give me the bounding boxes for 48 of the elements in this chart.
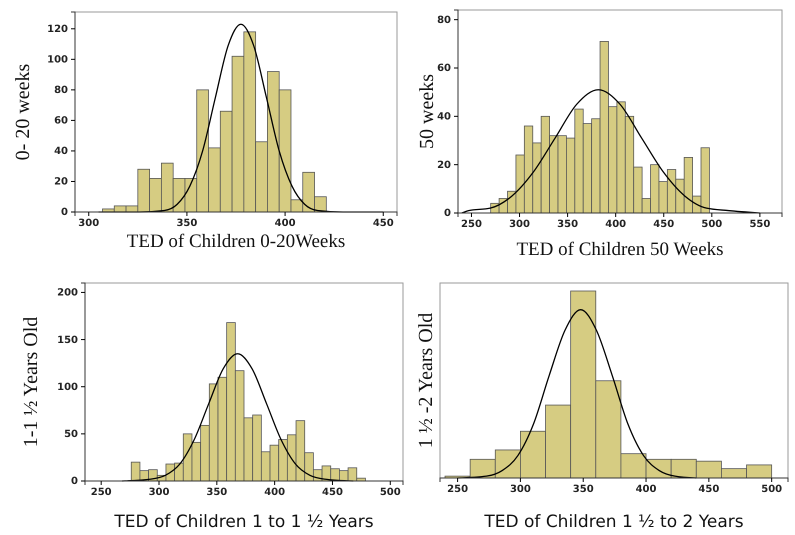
x-axis-title: TED of Children 1 to 1 ½ Years	[113, 512, 374, 532]
x-axis-title: TED of Children 1 ½ to 2 Years	[483, 512, 744, 532]
y-axis-title: 1-1 ½ Years Old	[20, 316, 42, 448]
y-tick-label: 60	[437, 63, 452, 74]
y-tick-label: 40	[54, 146, 68, 158]
y-tick-label: 40	[437, 112, 452, 123]
x-tick-label: 250	[461, 219, 482, 230]
y-tick-label: 200	[57, 288, 78, 299]
x-tick-label: 450	[653, 219, 674, 230]
x-tick-label: 500	[380, 487, 401, 498]
y-tick-label: 20	[54, 176, 68, 188]
y-axis-title: 0- 20 weeks	[12, 63, 34, 160]
y-tick-label: 60	[54, 116, 68, 127]
x-axis-title: TED of Children 0-20Weeks	[126, 231, 346, 252]
x-tick-label: 250	[447, 484, 468, 496]
y-tick-label: 50	[64, 429, 78, 440]
x-tick-label: 500	[761, 484, 782, 496]
x-tick-label: 300	[78, 218, 100, 230]
y-tick-label: 0	[71, 476, 78, 488]
x-tick-label: 450	[322, 487, 343, 498]
x-tick-label: 250	[90, 487, 112, 498]
y-axis-title: 1 ½ -2 Years Old	[415, 312, 437, 448]
x-tick-label: 350	[557, 219, 578, 230]
x-tick-label: 400	[264, 487, 286, 498]
y-tick-label: 80	[54, 85, 68, 96]
x-tick-label: 300	[148, 487, 170, 498]
y-tick-label: 20	[437, 160, 452, 171]
x-tick-label: 450	[698, 484, 720, 496]
y-tick-label: 120	[47, 24, 68, 35]
x-tick-label: 400	[274, 218, 296, 230]
y-tick-label: 150	[57, 334, 78, 346]
x-tick-label: 350	[176, 218, 198, 230]
x-tick-label: 400	[605, 219, 626, 230]
x-tick-label: 350	[572, 484, 594, 496]
y-tick-label: 100	[57, 382, 78, 393]
y-tick-label: 0	[444, 208, 452, 220]
x-tick-label: 450	[372, 218, 394, 230]
y-tick-label: 0	[61, 207, 68, 218]
x-tick-label: 400	[636, 484, 657, 496]
y-axis-title: 50 weeks	[416, 74, 438, 149]
x-tick-label: 300	[509, 219, 530, 230]
x-tick-label: 300	[510, 484, 531, 496]
x-tick-label: 350	[206, 487, 228, 498]
y-tick-label: 80	[437, 14, 452, 26]
y-tick-label: 100	[47, 54, 68, 66]
x-tick-label: 550	[749, 219, 770, 230]
x-tick-label: 500	[701, 219, 722, 230]
x-axis-title: TED of Children 50 Weeks	[516, 239, 724, 260]
